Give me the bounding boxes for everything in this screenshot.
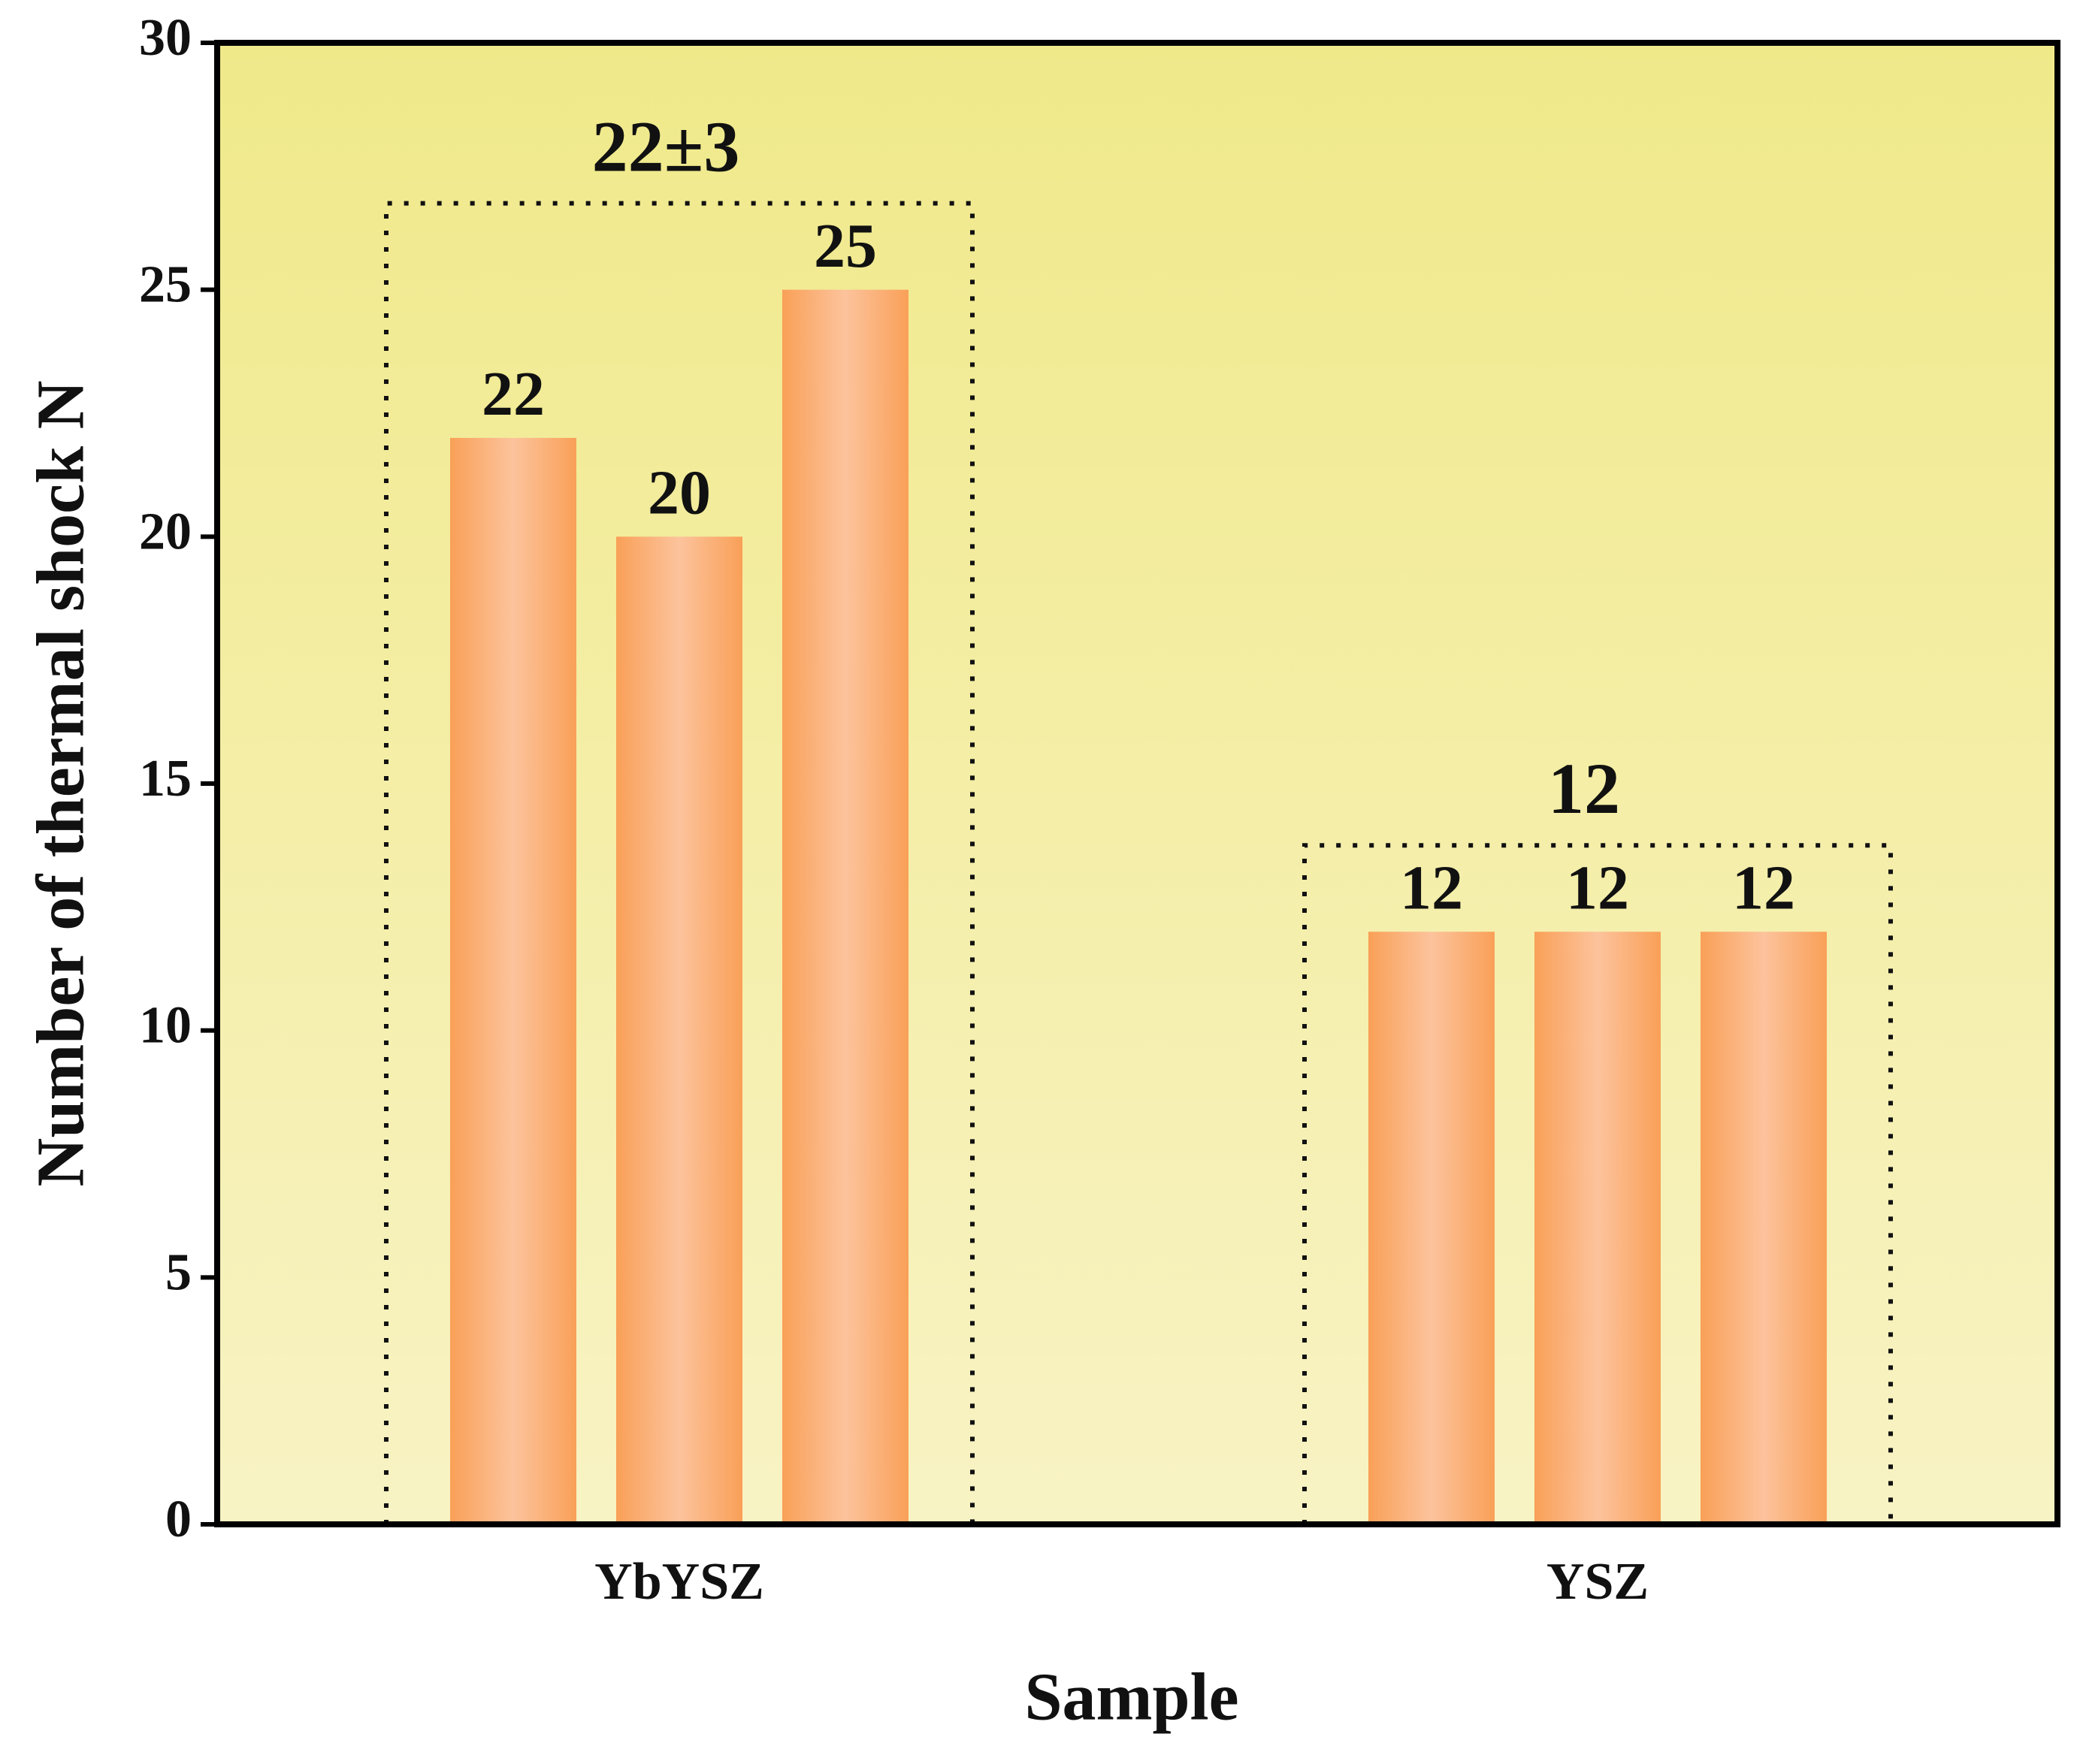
bar [616, 536, 742, 1525]
y-tick-label: 20 [139, 503, 192, 560]
bar [1534, 932, 1661, 1524]
data-label: 12 [1566, 853, 1629, 923]
data-label: 12 [1732, 853, 1795, 923]
x-tick-label: YSZ [1546, 1553, 1649, 1611]
y-tick-label: 15 [139, 750, 192, 808]
y-tick-label: 30 [139, 9, 192, 67]
y-tick-label: 0 [165, 1491, 192, 1548]
bar [1368, 932, 1495, 1524]
group-box [1302, 843, 1893, 1524]
y-tick-label: 25 [139, 256, 192, 314]
bar [450, 437, 576, 1524]
x-axis-title: Sample [1024, 1660, 1238, 1735]
bar [782, 289, 908, 1525]
data-label: 22 [482, 359, 545, 429]
data-label: 12 [1400, 853, 1463, 923]
x-tick-label: YbYSZ [594, 1553, 764, 1611]
bar [1701, 932, 1827, 1524]
y-tick-label: 10 [139, 997, 192, 1055]
y-axis-title: Number of thermal shock N [24, 380, 98, 1186]
plot-frame [214, 40, 2060, 1527]
group-label: 22±3 [592, 107, 740, 187]
y-tick-label: 5 [165, 1243, 192, 1301]
data-label: 20 [648, 458, 711, 528]
data-label: 25 [814, 211, 877, 281]
group-label: 12 [1548, 748, 1620, 829]
